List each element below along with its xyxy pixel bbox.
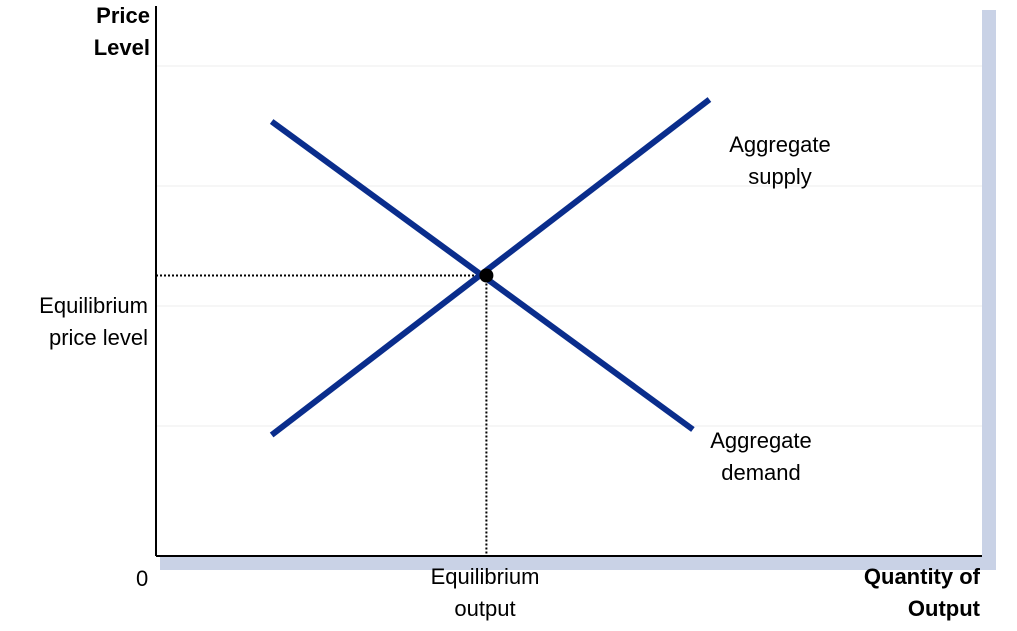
aggregate-supply-label: Aggregate supply bbox=[729, 132, 831, 189]
aggregate-supply-curve bbox=[269, 97, 712, 438]
gridlines bbox=[156, 65, 982, 427]
equilibrium-output-label: Equilibrium output bbox=[430, 564, 540, 621]
origin-label: 0 bbox=[136, 566, 149, 591]
equilibrium-point bbox=[479, 268, 494, 283]
aggregate-demand-label: Aggregate demand bbox=[710, 428, 812, 485]
panel-shadow-bottom bbox=[160, 556, 996, 570]
y-axis-label: Price Level bbox=[93, 3, 150, 60]
x-axis-label: Quantity of Output bbox=[863, 564, 980, 621]
equilibrium-price-label: Equilibrium price level bbox=[39, 293, 148, 350]
panel-shadow-right bbox=[982, 10, 996, 570]
